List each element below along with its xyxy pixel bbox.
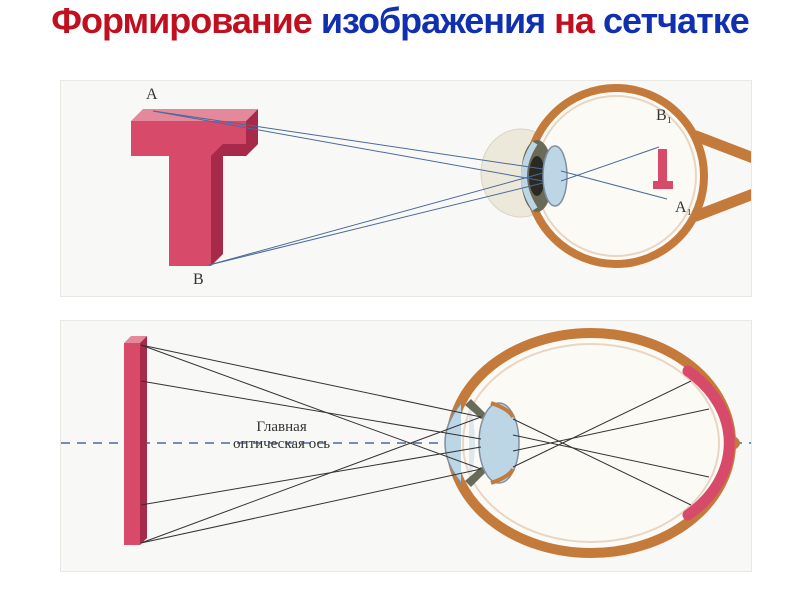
title-word-1: Формирование <box>51 0 312 41</box>
label-b: B <box>193 271 204 289</box>
object-t-shape <box>131 109 258 266</box>
diagram-bottom-svg <box>61 321 751 571</box>
page-title: Формирование изображения на сетчатке <box>0 0 800 42</box>
label-b1: B₁ <box>656 107 672 125</box>
diagram-top-panel: A B A₁ B₁ <box>60 80 752 297</box>
label-a: A <box>146 86 158 104</box>
eye-top <box>481 88 751 264</box>
axis-label: Главная оптическая ось <box>233 419 330 452</box>
diagram-bottom-panel: Главная оптическая ось <box>60 320 752 572</box>
object-bar <box>124 336 147 545</box>
label-a1: A₁ <box>675 199 692 217</box>
eye-bottom <box>445 333 740 553</box>
title-word-3: на <box>554 0 594 41</box>
title-word-4: сетчатке <box>603 0 749 41</box>
title-word-2: изображения <box>321 0 545 41</box>
diagram-top-svg <box>61 81 751 296</box>
